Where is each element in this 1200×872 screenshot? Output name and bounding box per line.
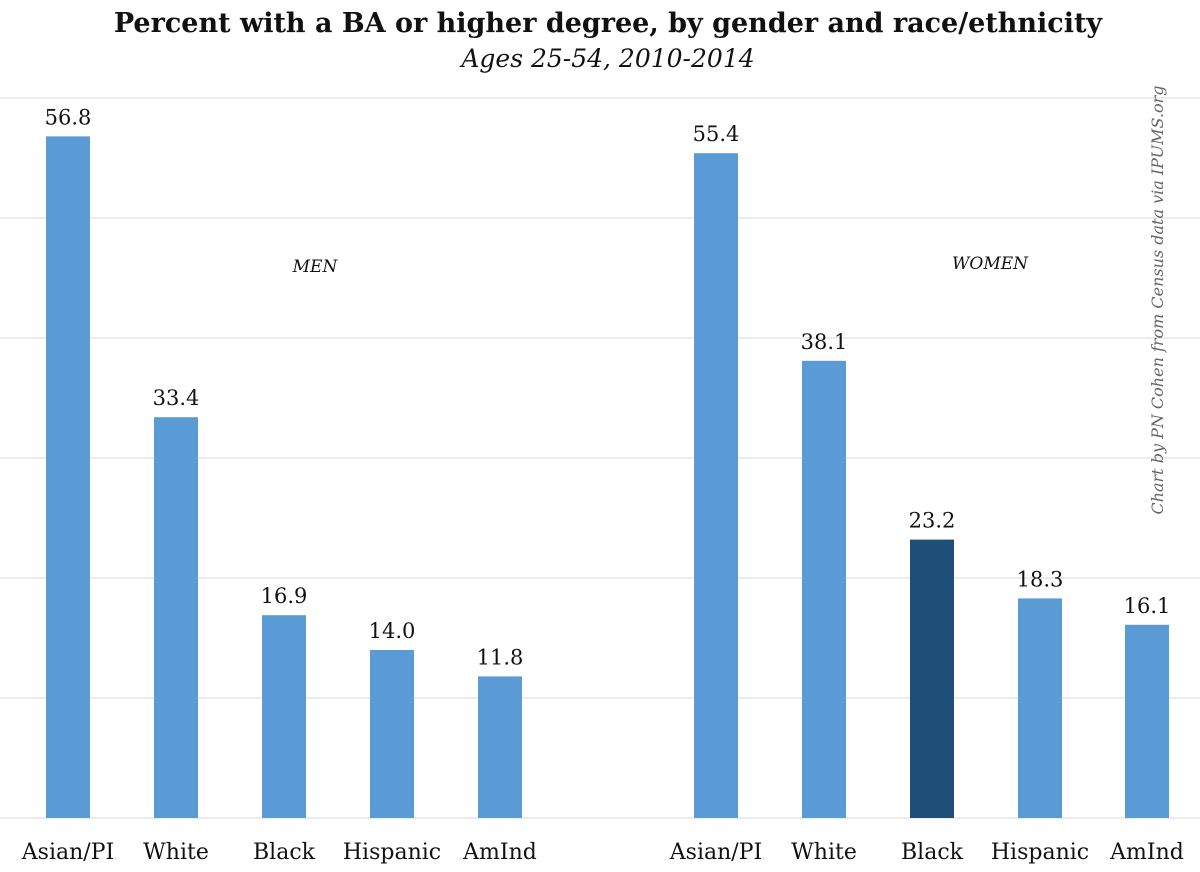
value-label: 55.4 bbox=[693, 122, 740, 146]
category-label: Hispanic bbox=[991, 840, 1089, 865]
bar-men-amind bbox=[478, 676, 522, 818]
category-label: White bbox=[143, 840, 209, 865]
chart-title: Percent with a BA or higher degree, by g… bbox=[114, 8, 1104, 39]
value-label: 18.3 bbox=[1017, 567, 1064, 591]
bar-women-amind bbox=[1125, 624, 1169, 818]
group-label-women: WOMEN bbox=[952, 254, 1029, 274]
value-label: 11.8 bbox=[477, 645, 524, 669]
bars: 56.8 Asian/PI 33.4 White 16.9 Black 14.0 Hispan… bbox=[21, 105, 1184, 865]
value-label: 23.2 bbox=[909, 509, 956, 533]
bar-women-white bbox=[802, 360, 846, 818]
category-label: Black bbox=[901, 840, 964, 865]
category-label: White bbox=[791, 840, 857, 865]
gridlines bbox=[0, 97, 1200, 819]
bar-women-asianpi bbox=[694, 153, 738, 818]
category-label: Black bbox=[253, 840, 316, 865]
category-label: Asian/PI bbox=[669, 840, 762, 865]
bar-men-white bbox=[154, 417, 198, 818]
value-label: 14.0 bbox=[369, 619, 416, 643]
category-label: AmInd bbox=[1109, 840, 1184, 865]
bar-men-asianpi bbox=[46, 136, 90, 818]
group-label-men: MEN bbox=[292, 257, 339, 277]
bar-men-hispanic bbox=[370, 650, 414, 818]
value-label: 16.9 bbox=[261, 584, 308, 608]
category-label: AmInd bbox=[462, 840, 537, 865]
value-label: 56.8 bbox=[45, 105, 92, 129]
chart-credit: Chart by PN Cohen from Census data via I… bbox=[1148, 85, 1167, 514]
category-label: Asian/PI bbox=[21, 840, 114, 865]
bar-women-hispanic bbox=[1018, 598, 1062, 818]
value-label: 16.1 bbox=[1124, 594, 1171, 618]
category-label: Hispanic bbox=[343, 840, 441, 865]
bar-men-black bbox=[262, 615, 306, 818]
value-label: 38.1 bbox=[801, 330, 848, 354]
bar-women-black bbox=[910, 539, 954, 818]
chart-subtitle: Ages 25-54, 2010-2014 bbox=[459, 44, 754, 73]
value-label: 33.4 bbox=[153, 386, 200, 410]
